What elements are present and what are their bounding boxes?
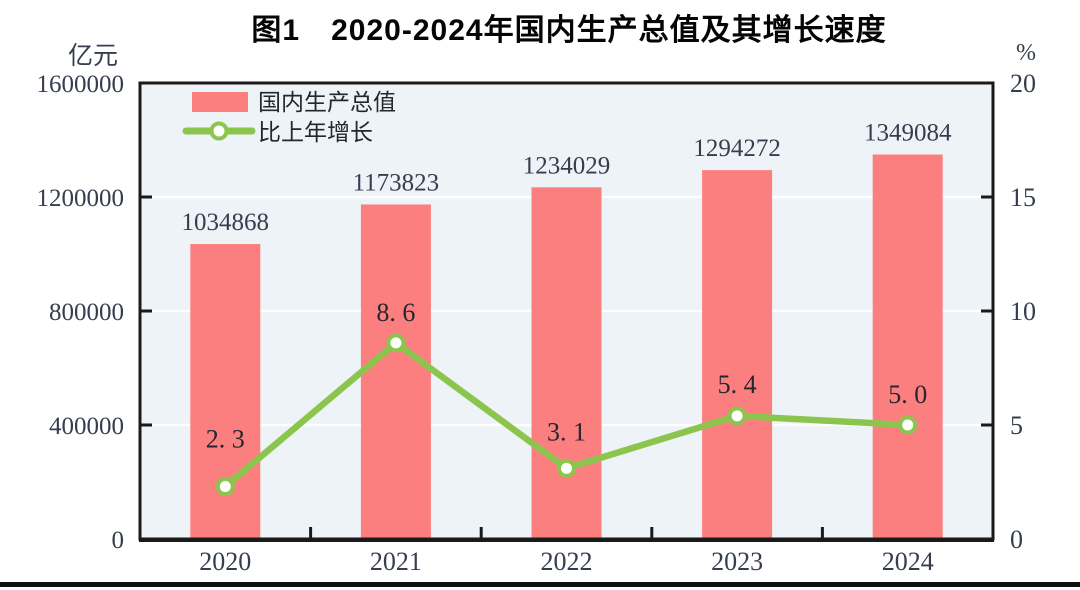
growth-marker-2022 [557, 458, 576, 478]
left-axis-tick-label-0: 0 [112, 527, 125, 554]
bar-2023 [702, 170, 773, 539]
left-axis-tick-label-800000: 800000 [49, 299, 124, 326]
growth-marker-2021 [386, 333, 406, 353]
bar-2022 [531, 187, 602, 539]
bar-value-label-2020: 1034868 [182, 209, 270, 236]
bar-value-label-2023: 1294272 [693, 135, 781, 162]
legend [182, 92, 256, 141]
bar-2021 [360, 204, 431, 539]
bar-value-label-2022: 1234029 [523, 152, 611, 179]
legend-bar-label: 国内生产总值 [258, 90, 396, 115]
bar-2024 [872, 154, 943, 540]
right-axis-tick-label-15: 15 [1010, 183, 1036, 212]
left-axis-tick-label-400000: 400000 [49, 413, 124, 440]
growth-value-label-2020: 2. 3 [206, 425, 245, 454]
legend-line-label: 比上年增长 [258, 120, 373, 145]
growth-marker-2023 [727, 406, 747, 426]
growth-value-label-2023: 5. 4 [718, 370, 757, 399]
legend-bar-swatch [192, 92, 248, 112]
bar-value-label-2021: 1173823 [353, 169, 440, 196]
page-divider-rule [0, 582, 1080, 587]
growth-value-label-2021: 8. 6 [376, 298, 415, 327]
growth-value-label-2022: 3. 1 [547, 417, 586, 446]
left-axis-tick-label-1600000: 1600000 [37, 71, 125, 98]
right-axis-tick-label-5: 5 [1010, 411, 1023, 440]
right-axis-tick-label-20: 20 [1010, 69, 1036, 98]
right-axis-unit-label: % [1016, 40, 1036, 66]
left-axis-tick-label-1200000: 1200000 [37, 185, 125, 212]
x-axis-category-label-2024: 2024 [882, 547, 934, 576]
left-axis-unit-label: 亿元 [67, 43, 118, 70]
right-axis-tick-label-10: 10 [1010, 297, 1036, 326]
growth-marker-2020 [215, 477, 235, 497]
x-axis-category-label-2020: 2020 [199, 547, 251, 576]
right-axis-tick-label-0: 0 [1010, 525, 1023, 554]
x-axis-category-label-2022: 2022 [541, 547, 593, 576]
legend-line-marker-icon [209, 121, 229, 141]
growth-marker-2024 [898, 415, 918, 435]
bar-value-label-2024: 1349084 [864, 120, 952, 147]
growth-value-label-2024: 5. 0 [888, 380, 927, 409]
x-axis-category-label-2021: 2021 [370, 547, 422, 576]
chart-title: 图1 2020-2024年国内生产总值及其增长速度 [251, 14, 887, 47]
x-axis-category-label-2023: 2023 [711, 547, 763, 576]
